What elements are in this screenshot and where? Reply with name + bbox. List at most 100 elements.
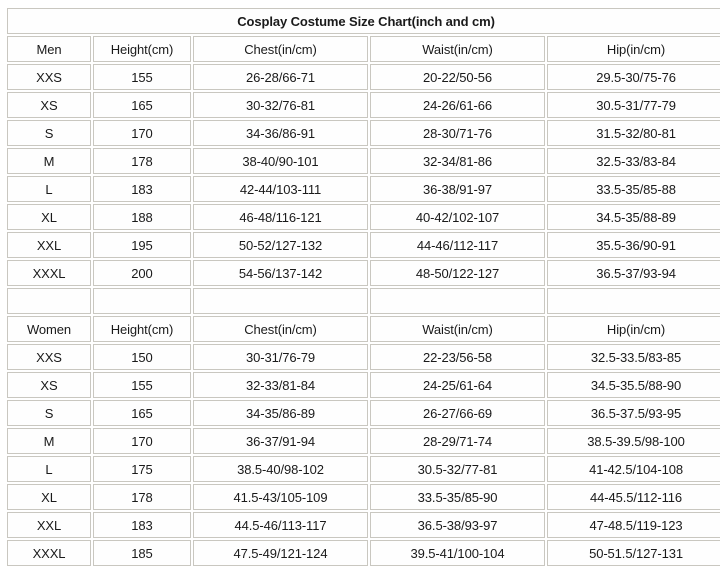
height-value: 165 [93, 400, 191, 426]
height-value: 183 [93, 176, 191, 202]
size-label: XL [7, 484, 91, 510]
title-row: Cosplay Costume Size Chart(inch and cm) [7, 8, 720, 34]
table-row: XXS 150 30-31/76-79 22-23/56-58 32.5-33.… [7, 344, 720, 370]
table-row: XL 188 46-48/116-121 40-42/102-107 34.5-… [7, 204, 720, 230]
table-row: XXL 195 50-52/127-132 44-46/112-117 35.5… [7, 232, 720, 258]
chest-value: 50-52/127-132 [193, 232, 368, 258]
table-row: XL 178 41.5-43/105-109 33.5-35/85-90 44-… [7, 484, 720, 510]
chest-value: 42-44/103-111 [193, 176, 368, 202]
waist-value: 44-46/112-117 [370, 232, 545, 258]
waist-value: 28-30/71-76 [370, 120, 545, 146]
size-label: XXS [7, 64, 91, 90]
waist-value: 48-50/122-127 [370, 260, 545, 286]
size-label: XXXL [7, 260, 91, 286]
size-chart-container: Cosplay Costume Size Chart(inch and cm) … [7, 8, 720, 566]
size-label: XXL [7, 232, 91, 258]
size-label: S [7, 400, 91, 426]
chest-value: 32-33/81-84 [193, 372, 368, 398]
table-row: M 170 36-37/91-94 28-29/71-74 38.5-39.5/… [7, 428, 720, 454]
size-label: XXS [7, 344, 91, 370]
size-label: M [7, 428, 91, 454]
section-separator-row [7, 288, 720, 314]
hip-value: 36.5-37/93-94 [547, 260, 720, 286]
women-column-header-hip: Hip(in/cm) [547, 316, 720, 342]
hip-value: 32.5-33/83-84 [547, 148, 720, 174]
women-section-label: Women [7, 316, 91, 342]
height-value: 188 [93, 204, 191, 230]
table-row: XXXL 185 47.5-49/121-124 39.5-41/100-104… [7, 540, 720, 566]
hip-value: 32.5-33.5/83-85 [547, 344, 720, 370]
height-value: 165 [93, 92, 191, 118]
waist-value: 24-26/61-66 [370, 92, 545, 118]
waist-value: 39.5-41/100-104 [370, 540, 545, 566]
table-row: L 175 38.5-40/98-102 30.5-32/77-81 41-42… [7, 456, 720, 482]
height-value: 195 [93, 232, 191, 258]
size-label: L [7, 456, 91, 482]
height-value: 175 [93, 456, 191, 482]
table-row: XS 155 32-33/81-84 24-25/61-64 34.5-35.5… [7, 372, 720, 398]
size-label: S [7, 120, 91, 146]
height-value: 170 [93, 428, 191, 454]
hip-value: 47-48.5/119-123 [547, 512, 720, 538]
chest-value: 34-36/86-91 [193, 120, 368, 146]
height-value: 150 [93, 344, 191, 370]
size-label: XS [7, 372, 91, 398]
women-header-row: Women Height(cm) Chest(in/cm) Waist(in/c… [7, 316, 720, 342]
chest-value: 38.5-40/98-102 [193, 456, 368, 482]
size-label: M [7, 148, 91, 174]
table-row: XS 165 30-32/76-81 24-26/61-66 30.5-31/7… [7, 92, 720, 118]
waist-value: 22-23/56-58 [370, 344, 545, 370]
chest-value: 30-31/76-79 [193, 344, 368, 370]
table-row: XXS 155 26-28/66-71 20-22/50-56 29.5-30/… [7, 64, 720, 90]
chest-value: 44.5-46/113-117 [193, 512, 368, 538]
waist-value: 30.5-32/77-81 [370, 456, 545, 482]
table-row: M 178 38-40/90-101 32-34/81-86 32.5-33/8… [7, 148, 720, 174]
size-label: XXXL [7, 540, 91, 566]
waist-value: 28-29/71-74 [370, 428, 545, 454]
men-header-row: Men Height(cm) Chest(in/cm) Waist(in/cm)… [7, 36, 720, 62]
waist-value: 40-42/102-107 [370, 204, 545, 230]
waist-value: 26-27/66-69 [370, 400, 545, 426]
chest-value: 41.5-43/105-109 [193, 484, 368, 510]
height-value: 200 [93, 260, 191, 286]
hip-value: 41-42.5/104-108 [547, 456, 720, 482]
hip-value: 33.5-35/85-88 [547, 176, 720, 202]
table-row: XXXL 200 54-56/137-142 48-50/122-127 36.… [7, 260, 720, 286]
women-column-header-waist: Waist(in/cm) [370, 316, 545, 342]
size-label: XXL [7, 512, 91, 538]
chest-value: 46-48/116-121 [193, 204, 368, 230]
height-value: 185 [93, 540, 191, 566]
hip-value: 50-51.5/127-131 [547, 540, 720, 566]
hip-value: 35.5-36/90-91 [547, 232, 720, 258]
chart-title: Cosplay Costume Size Chart(inch and cm) [7, 8, 720, 34]
table-row: L 183 42-44/103-111 36-38/91-97 33.5-35/… [7, 176, 720, 202]
hip-value: 30.5-31/77-79 [547, 92, 720, 118]
waist-value: 36.5-38/93-97 [370, 512, 545, 538]
height-value: 178 [93, 484, 191, 510]
waist-value: 32-34/81-86 [370, 148, 545, 174]
men-column-header-height: Height(cm) [93, 36, 191, 62]
separator-cell [547, 288, 720, 314]
chest-value: 30-32/76-81 [193, 92, 368, 118]
table-row: S 170 34-36/86-91 28-30/71-76 31.5-32/80… [7, 120, 720, 146]
chest-value: 34-35/86-89 [193, 400, 368, 426]
size-label: XL [7, 204, 91, 230]
height-value: 170 [93, 120, 191, 146]
height-value: 183 [93, 512, 191, 538]
hip-value: 34.5-35.5/88-90 [547, 372, 720, 398]
women-column-header-height: Height(cm) [93, 316, 191, 342]
men-column-header-hip: Hip(in/cm) [547, 36, 720, 62]
waist-value: 24-25/61-64 [370, 372, 545, 398]
hip-value: 31.5-32/80-81 [547, 120, 720, 146]
size-label: XS [7, 92, 91, 118]
hip-value: 34.5-35/88-89 [547, 204, 720, 230]
separator-cell [7, 288, 91, 314]
height-value: 155 [93, 64, 191, 90]
waist-value: 36-38/91-97 [370, 176, 545, 202]
chest-value: 26-28/66-71 [193, 64, 368, 90]
hip-value: 38.5-39.5/98-100 [547, 428, 720, 454]
cosplay-size-chart-table: Cosplay Costume Size Chart(inch and cm) … [5, 6, 720, 568]
size-chart-body: Cosplay Costume Size Chart(inch and cm) … [7, 8, 720, 566]
chest-value: 47.5-49/121-124 [193, 540, 368, 566]
hip-value: 36.5-37.5/93-95 [547, 400, 720, 426]
